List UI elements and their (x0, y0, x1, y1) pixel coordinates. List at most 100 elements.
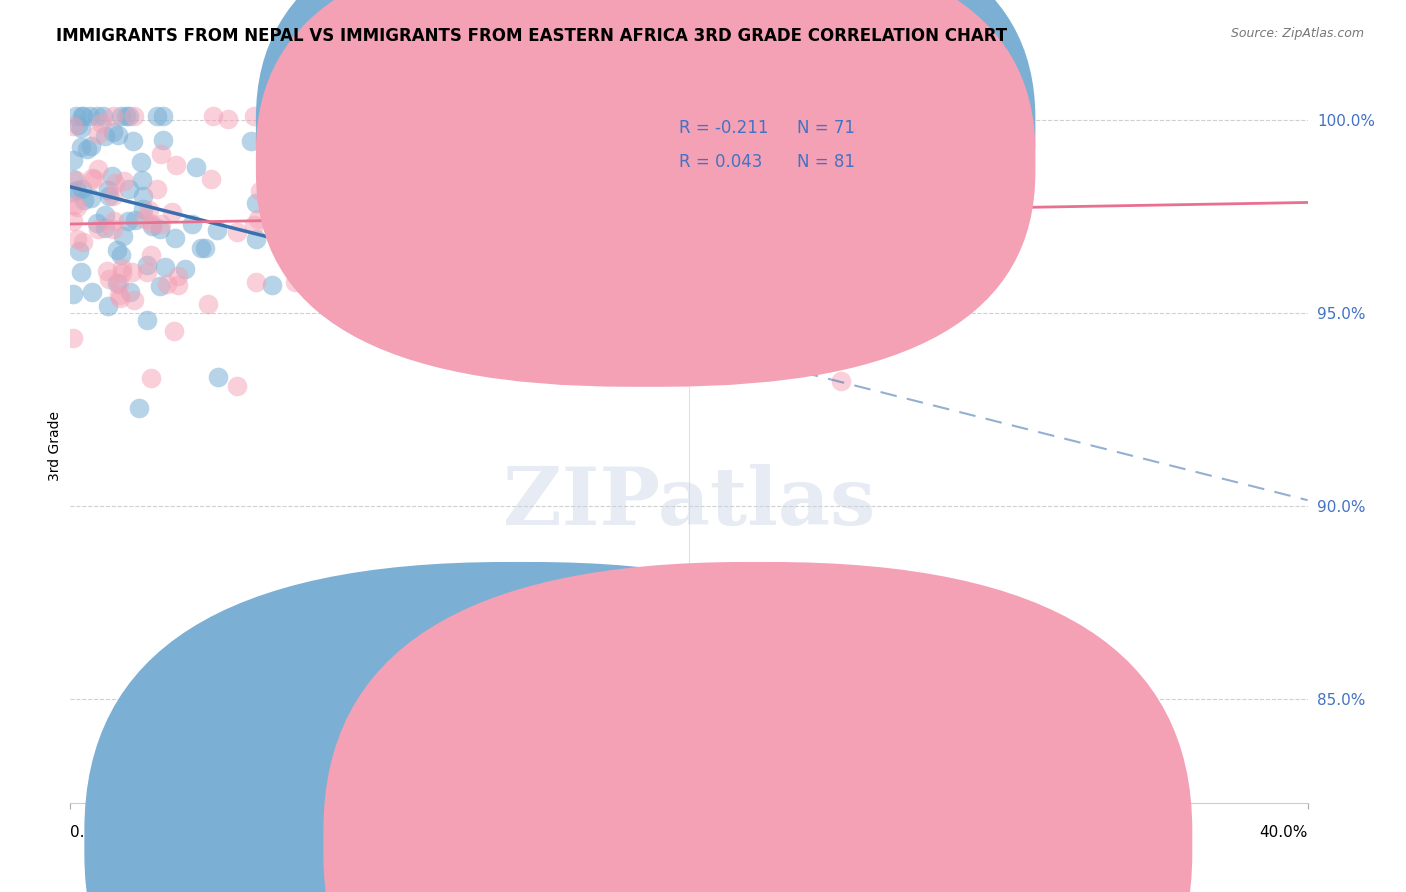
Point (202, 109, 225, 123)
Point (129, 155, 152, 169)
Point (240, 134, 263, 148)
Point (93, 208, 115, 222)
Point (101, 125, 124, 139)
Point (245, 232, 267, 246)
Point (122, 134, 145, 148)
Point (378, 238, 401, 252)
Point (136, 258, 159, 272)
Point (72, 109, 94, 123)
Point (104, 176, 127, 190)
Point (62, 153, 84, 168)
Point (128, 401, 150, 416)
Point (152, 109, 174, 123)
Point (97, 272, 120, 286)
Point (371, 127, 394, 141)
Point (79, 109, 101, 123)
Point (245, 196, 267, 211)
Point (83, 172, 105, 186)
Point (184, 160, 207, 174)
Point (425, 109, 447, 123)
Point (194, 241, 217, 255)
Point (87, 162, 110, 177)
Text: ZIPatlas: ZIPatlas (503, 464, 875, 542)
Point (132, 189, 155, 203)
Point (277, 221, 299, 235)
Point (136, 265, 159, 279)
Point (121, 265, 143, 279)
Point (91, 109, 114, 123)
Point (90, 116, 112, 130)
Point (141, 219, 163, 234)
FancyBboxPatch shape (609, 103, 918, 186)
Point (173, 261, 195, 276)
Text: N = 71: N = 71 (797, 120, 855, 137)
Point (62, 214, 84, 228)
Point (107, 128, 129, 143)
Point (207, 369, 229, 384)
Point (267, 169, 290, 183)
Point (200, 172, 222, 186)
Point (101, 169, 124, 183)
Point (62, 287, 84, 301)
Text: N = 81: N = 81 (797, 153, 855, 171)
Point (103, 188, 125, 202)
Point (110, 248, 132, 262)
Point (284, 275, 307, 289)
Point (304, 224, 326, 238)
Point (80, 191, 103, 205)
Point (363, 182, 385, 196)
Point (105, 276, 128, 290)
Point (110, 291, 132, 305)
Point (65, 183, 87, 197)
Point (155, 260, 177, 274)
Point (118, 109, 141, 123)
Text: 0.0%: 0.0% (70, 825, 110, 840)
Point (66, 200, 89, 214)
Point (108, 277, 131, 291)
Point (131, 173, 153, 187)
Point (245, 276, 267, 290)
Point (156, 277, 179, 291)
Point (122, 293, 145, 308)
Point (67, 244, 90, 259)
Point (225, 225, 247, 239)
Point (385, 209, 408, 223)
Point (110, 109, 132, 123)
Point (69, 140, 91, 154)
Point (344, 230, 367, 244)
Point (70, 109, 93, 123)
Point (972, 246, 994, 260)
Point (97, 299, 120, 313)
Point (86, 216, 108, 230)
Point (197, 297, 219, 311)
Point (105, 243, 128, 257)
Point (217, 112, 239, 126)
Point (69, 120, 91, 135)
Point (243, 218, 266, 232)
Point (66, 232, 89, 246)
Point (150, 217, 173, 231)
Point (138, 203, 160, 218)
Point (82, 285, 104, 300)
Point (316, 239, 339, 253)
Point (246, 212, 269, 227)
Point (76, 142, 98, 156)
Point (149, 279, 172, 293)
Point (152, 133, 174, 147)
Point (283, 252, 305, 267)
Point (141, 217, 163, 231)
Point (311, 240, 333, 254)
Point (111, 229, 134, 244)
Point (124, 213, 146, 227)
Point (370, 120, 392, 135)
Point (94, 129, 117, 144)
Point (163, 324, 186, 338)
Point (301, 218, 323, 232)
Point (226, 379, 249, 393)
Point (162, 205, 184, 219)
Point (167, 269, 190, 284)
Point (112, 174, 135, 188)
FancyBboxPatch shape (256, 0, 1035, 353)
Point (86, 109, 108, 123)
Point (205, 223, 228, 237)
